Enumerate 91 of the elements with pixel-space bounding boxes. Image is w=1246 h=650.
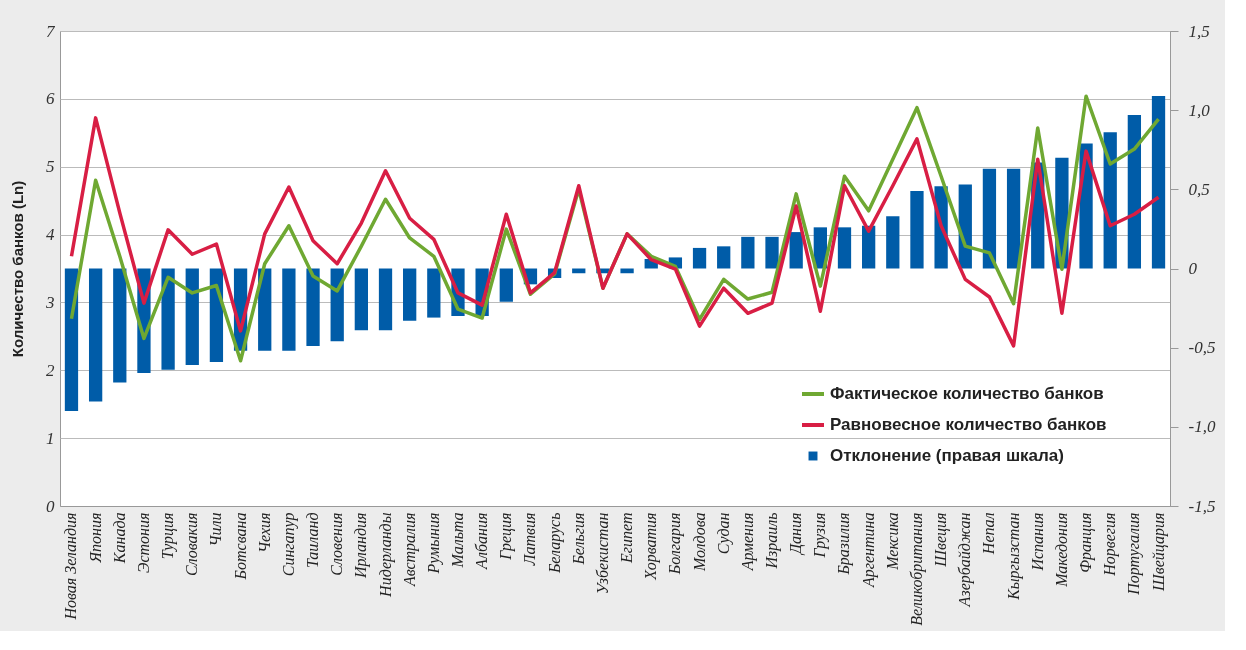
- y2-tick-label: 0: [1188, 259, 1198, 278]
- x-tick-label: Португалия: [1125, 512, 1144, 596]
- bar: [403, 268, 417, 321]
- x-tick-label: Австралия: [400, 512, 419, 588]
- x-tick-label: Дания: [787, 512, 806, 557]
- x-tick-label: Швеция: [932, 512, 951, 568]
- bar: [1151, 95, 1166, 269]
- bar: [282, 268, 296, 351]
- x-tick-label: Непал: [980, 512, 998, 556]
- y2-tick-label: 1,5: [1188, 21, 1210, 41]
- x-tick-label: Канада: [110, 512, 128, 565]
- x-tick-label: Испания: [1028, 512, 1046, 572]
- bar: [886, 216, 900, 269]
- y2-tick-label: 1,0: [1188, 100, 1211, 120]
- x-tick-label: Греция: [497, 512, 516, 561]
- x-tick-label: Румыния: [424, 512, 443, 575]
- x-tick-label: Словения: [328, 512, 346, 576]
- x-tick-label: Азербайджан: [956, 512, 975, 608]
- bar: [378, 268, 393, 331]
- x-tick-label: Ирландия: [352, 512, 371, 580]
- x-tick-label: Израиль: [763, 512, 782, 570]
- x-tick-label: Словакия: [183, 512, 201, 577]
- bar: [427, 268, 441, 318]
- bar: [161, 268, 175, 370]
- x-tick-label: Ботсвана: [231, 512, 249, 581]
- x-tick-label: Мексика: [883, 512, 901, 571]
- x-tick-label: Сингапур: [279, 512, 298, 577]
- x-tick-label: Судан: [714, 512, 733, 555]
- bar: [306, 268, 320, 347]
- bar: [1006, 168, 1021, 269]
- legend-label: Фактическое количество банков: [830, 384, 1104, 403]
- legend-label: Отклонение (правая шкала): [830, 446, 1064, 465]
- bar: [354, 268, 368, 331]
- x-tick-label: Хорватия: [642, 512, 661, 581]
- bar: [837, 227, 852, 269]
- x-tick-label: Великобритания: [907, 512, 926, 626]
- x-tick-label: Мальта: [448, 512, 466, 569]
- x-tick-label: Эстония: [134, 512, 152, 574]
- y-tick-label: 7: [46, 21, 56, 41]
- bar: [692, 247, 707, 269]
- bar: [1127, 114, 1142, 269]
- x-tick-label: Беларусь: [545, 512, 564, 575]
- x-tick-label: Кыргызстан: [1004, 512, 1023, 601]
- y2-tick-label: -1,0: [1188, 417, 1216, 437]
- legend-label: Равновесное количество банков: [830, 415, 1107, 434]
- x-tick-label: Швейцария: [1149, 512, 1168, 592]
- x-tick-label: Албания: [473, 512, 491, 570]
- x-tick-label: Новая Зеландия: [62, 512, 80, 621]
- x-tick-label: Япония: [86, 512, 104, 564]
- bar: [499, 268, 513, 302]
- bar: [862, 225, 876, 269]
- x-tick-label: Латвия: [521, 512, 539, 567]
- x-tick-label: Аргентина: [859, 512, 878, 589]
- x-tick-label: Турция: [159, 512, 178, 560]
- bar: [64, 268, 79, 411]
- x-tick-label: Чехия: [255, 512, 273, 553]
- bar: [741, 236, 755, 269]
- x-tick-label: Норвегия: [1101, 512, 1120, 577]
- y2-tick-label: -1,5: [1188, 496, 1216, 516]
- bar: [88, 268, 103, 402]
- x-tick-label: Франция: [1077, 512, 1096, 573]
- y-tick-label: 4: [46, 225, 55, 245]
- x-tick-label: Бельгия: [569, 512, 587, 566]
- x-tick-label: Молдова: [690, 512, 708, 573]
- x-tick-label: Македония: [1052, 512, 1070, 588]
- bar: [258, 268, 272, 351]
- bar: [717, 246, 731, 269]
- x-tick-label: Армения: [738, 512, 757, 572]
- bar: [789, 232, 803, 269]
- bar: [113, 268, 127, 383]
- x-tick-label: Нидерланды: [376, 512, 395, 598]
- y-tick-label: 3: [45, 292, 55, 312]
- x-tick-label: Египет: [618, 512, 636, 564]
- bar: [765, 236, 779, 269]
- y-tick-label: 5: [46, 157, 55, 177]
- y-tick-label: 0: [46, 496, 55, 516]
- x-tick-label: Бразилия: [835, 512, 854, 576]
- bar: [185, 268, 199, 366]
- bar: [910, 190, 924, 269]
- x-tick-label: Болгария: [666, 512, 685, 576]
- y-tick-label: 2: [46, 360, 55, 380]
- x-tick-label: Грузия: [811, 512, 830, 559]
- y2-tick-label: -0,5: [1188, 338, 1216, 358]
- x-tick-label: Узбекистан: [593, 512, 611, 595]
- y2-tick-label: 0,5: [1188, 179, 1210, 199]
- y-tick-label: 1: [46, 428, 55, 448]
- y-tick-label: 6: [46, 89, 55, 109]
- x-tick-label: Чили: [207, 512, 225, 547]
- y-axis-title: Количество банков (Ln): [9, 180, 26, 358]
- bar: [982, 168, 997, 269]
- x-tick-label: Таиланд: [304, 512, 322, 569]
